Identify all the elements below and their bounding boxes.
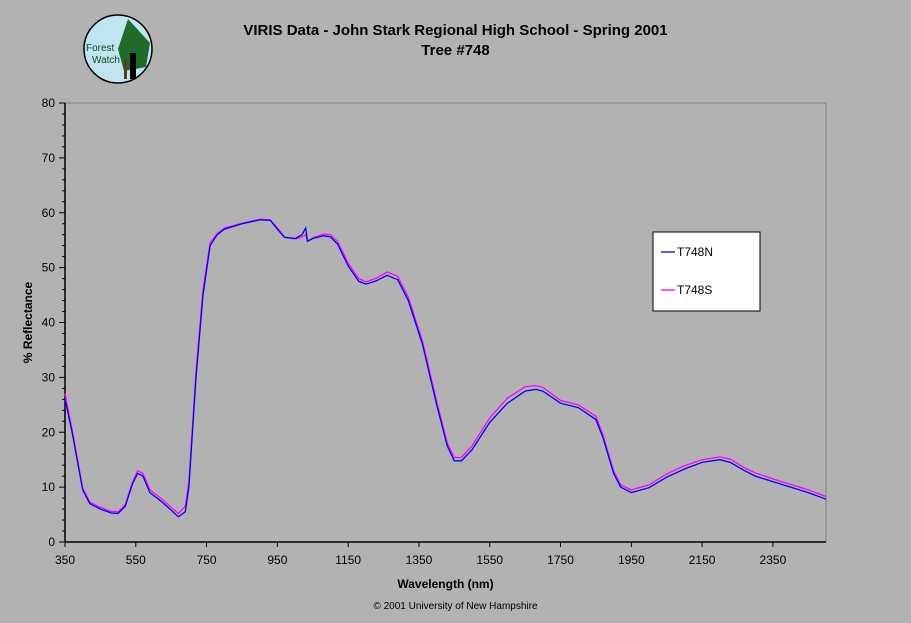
series-line-t748n xyxy=(64,219,827,518)
y-tick-label: 60 xyxy=(42,206,56,220)
copyright: © 2001 University of New Hampshire xyxy=(373,601,538,612)
x-tick-label: 1950 xyxy=(618,553,645,567)
y-tick-label: 50 xyxy=(42,261,56,275)
plot-area xyxy=(64,102,827,543)
chart-title: VIRIS Data - John Stark Regional High Sc… xyxy=(243,22,668,39)
y-axis-label: % Reflectance xyxy=(21,281,35,363)
x-tick-label: 750 xyxy=(197,553,217,567)
chart-subtitle: Tree #748 xyxy=(421,42,490,59)
series-line-t748s xyxy=(64,218,827,515)
x-tick-label: 950 xyxy=(267,553,287,567)
x-axis-label: Wavelength (nm) xyxy=(397,577,493,591)
x-tick-label: 2150 xyxy=(689,553,716,567)
forest-watch-logo: Forest Watch xyxy=(83,14,153,84)
y-tick-label: 20 xyxy=(42,425,56,439)
svg-text:Forest: Forest xyxy=(86,43,115,54)
x-tick-label: 350 xyxy=(55,553,75,567)
y-tick-label: 70 xyxy=(42,151,56,165)
legend-box xyxy=(652,231,761,312)
svg-text:Watch: Watch xyxy=(92,55,120,66)
y-tick-label: 30 xyxy=(42,370,56,384)
x-tick-label: 2350 xyxy=(760,553,787,567)
y-tick-label: 40 xyxy=(42,316,56,330)
y-tick-label: 80 xyxy=(42,96,56,110)
x-tick-label: 1550 xyxy=(476,553,503,567)
x-tick-label: 1750 xyxy=(547,553,574,567)
y-tick-label: 10 xyxy=(42,480,56,494)
x-tick-label: 1350 xyxy=(406,553,433,567)
x-tick-label: 1150 xyxy=(335,553,361,567)
legend-label: T748N xyxy=(677,245,713,259)
y-tick-label: 0 xyxy=(48,535,55,549)
legend-label: T748S xyxy=(677,283,712,297)
x-tick-label: 550 xyxy=(126,553,146,567)
